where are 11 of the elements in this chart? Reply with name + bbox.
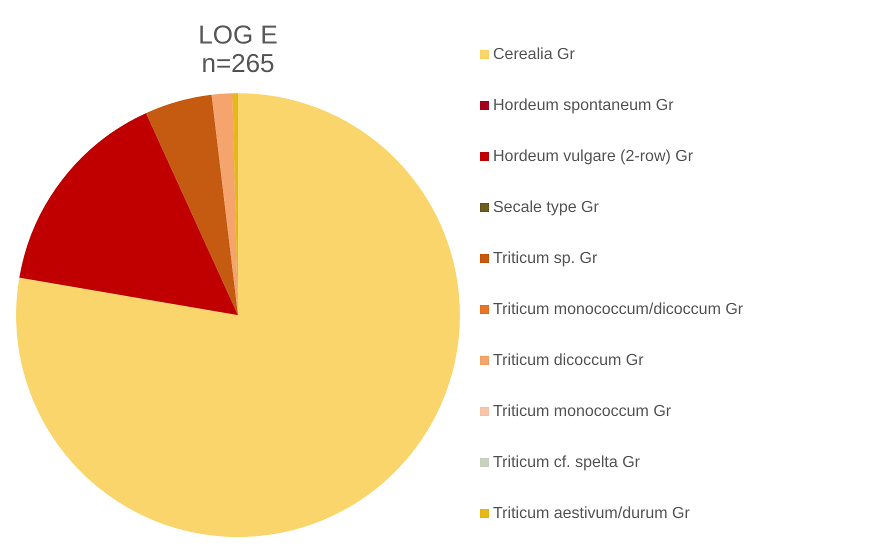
legend-label: Triticum monococcum/dicoccum Gr: [493, 300, 744, 318]
legend-label: Hordeum spontaneum Gr: [493, 96, 674, 114]
legend-label: Cerealia Gr: [493, 46, 575, 64]
legend-label: Secale type Gr: [493, 198, 599, 216]
chart-title: LOG E n=265: [198, 19, 278, 78]
legend-label: Triticum cf. spelta Gr: [493, 454, 640, 472]
legend-label: Triticum aestivum/durum Gr: [493, 504, 690, 522]
legend-label: Triticum dicoccum Gr: [493, 352, 644, 370]
legend-label: Triticum sp. Gr: [493, 250, 598, 268]
legend-label: Hordeum vulgare (2-row) Gr: [493, 148, 694, 166]
legend-label: Triticum monococcum Gr: [493, 402, 672, 420]
